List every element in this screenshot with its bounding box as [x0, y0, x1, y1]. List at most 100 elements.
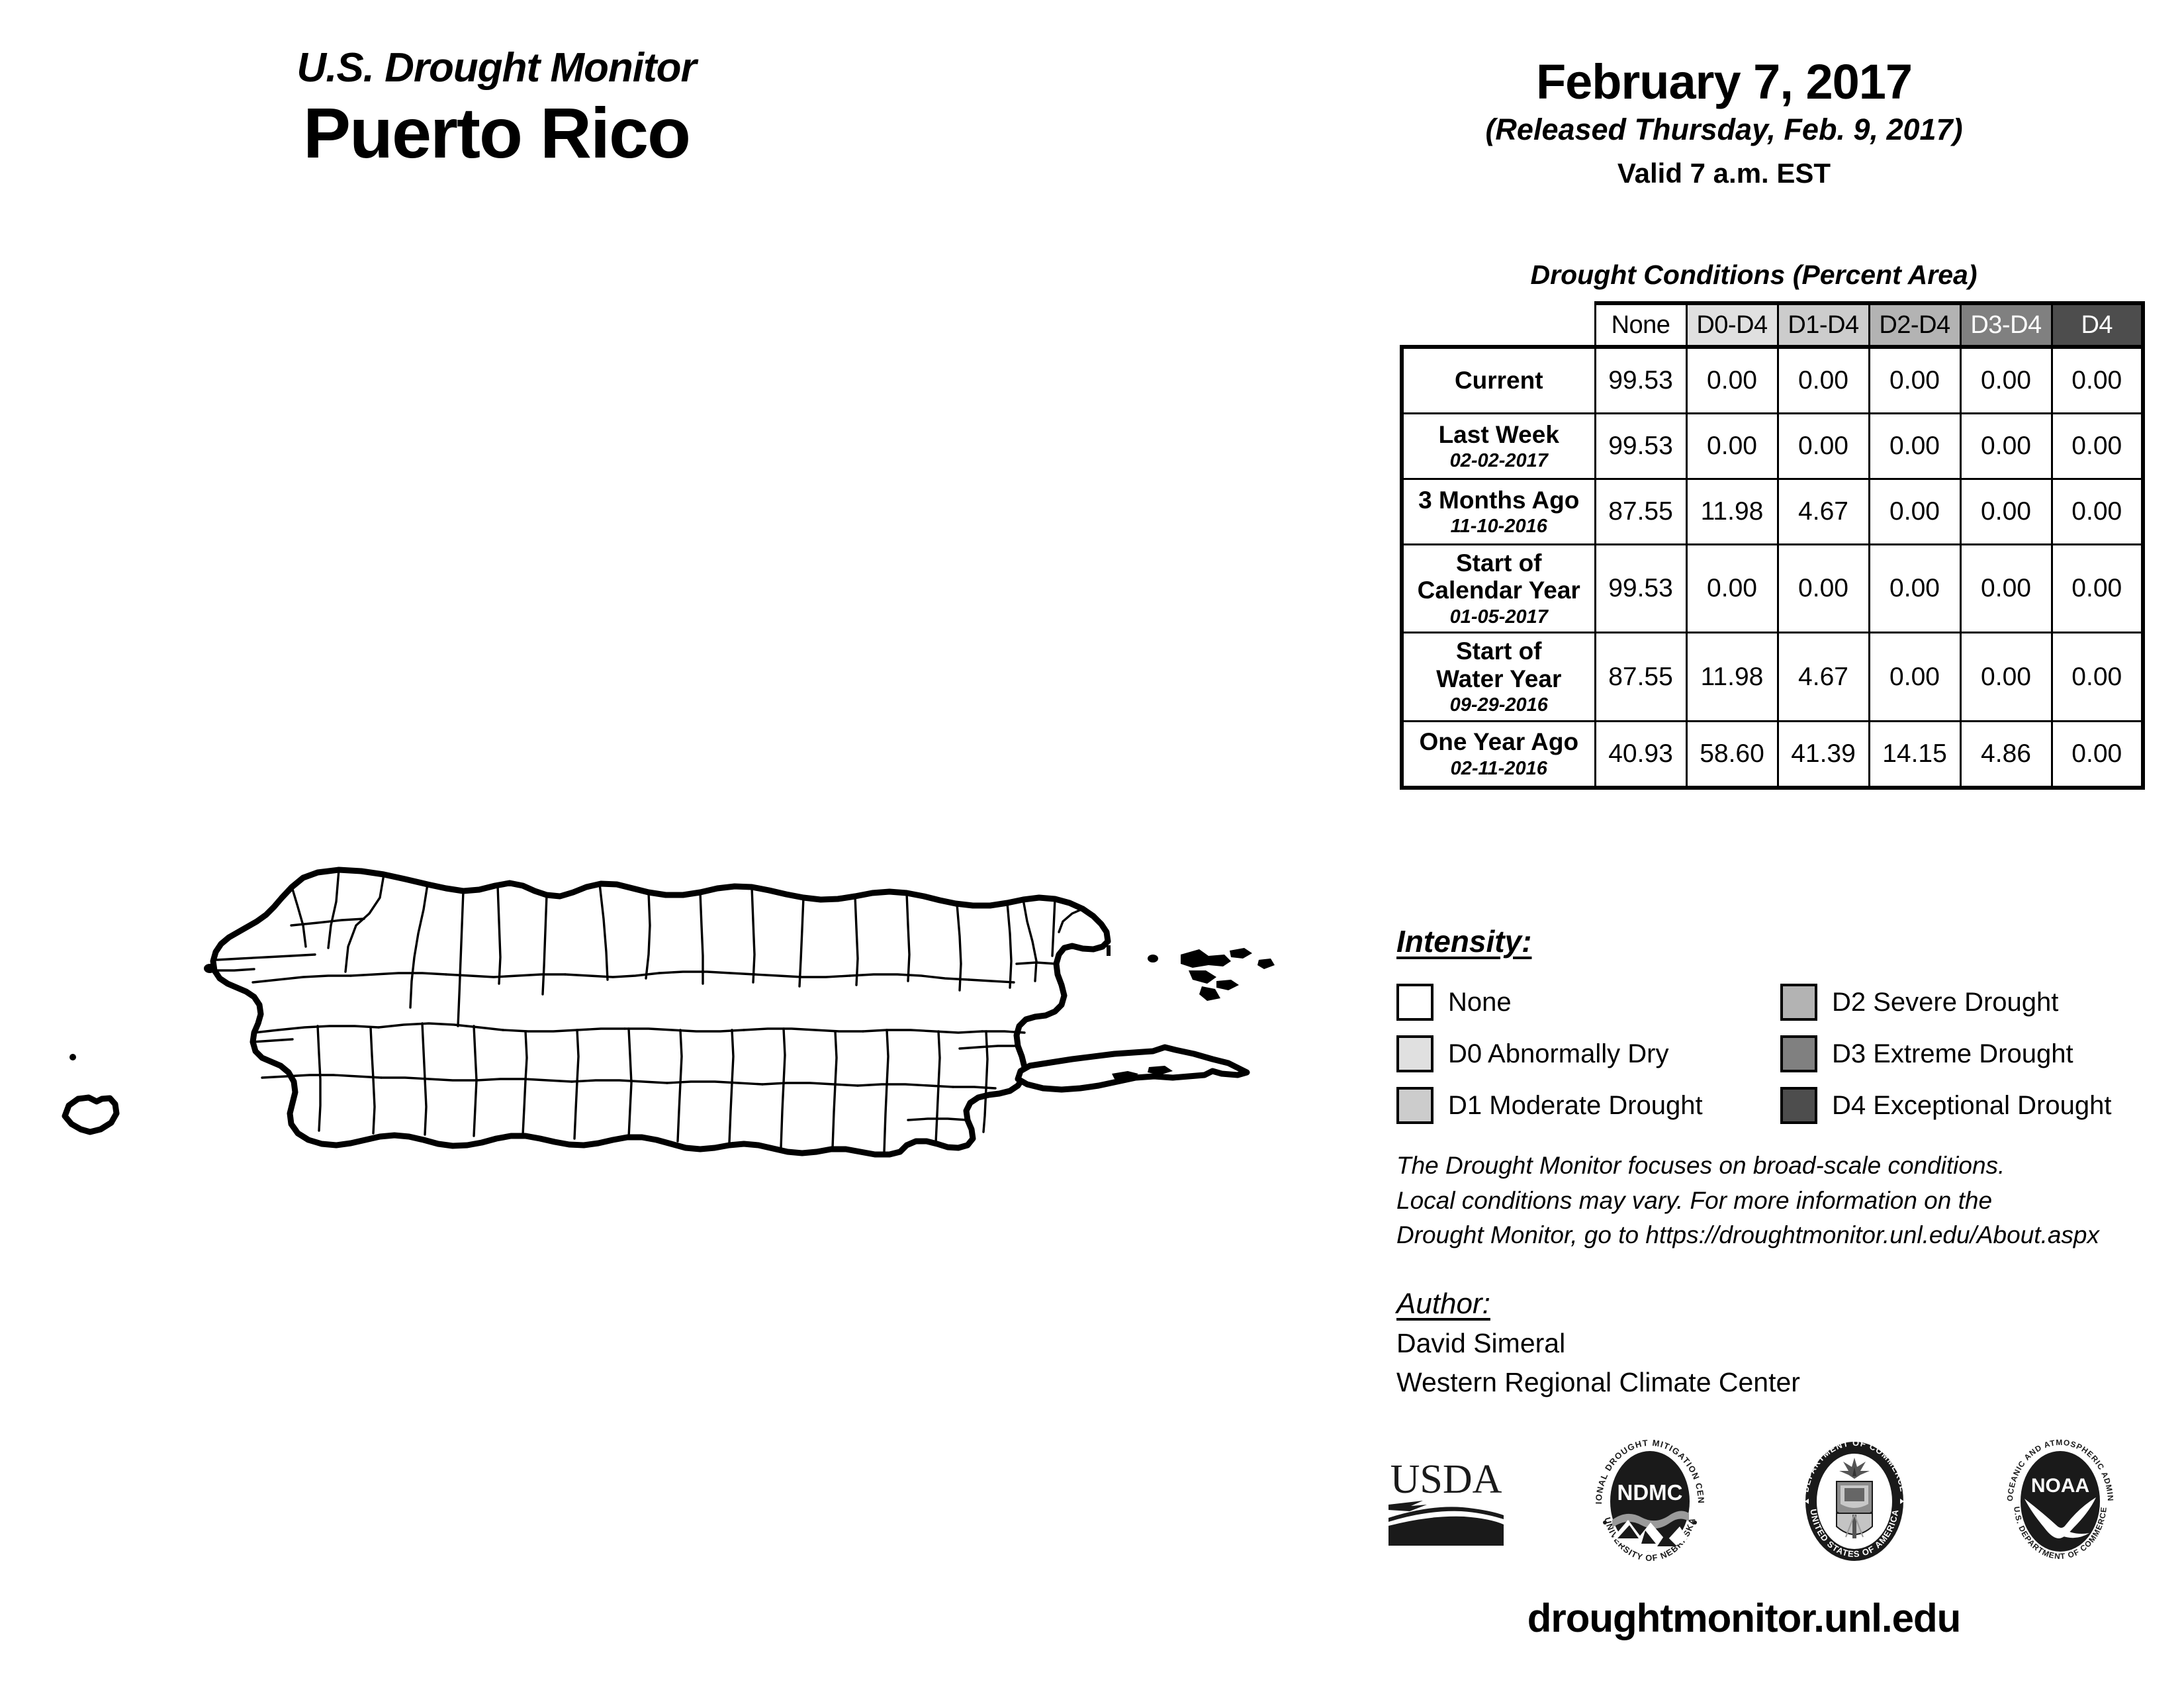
cell-0-0: 99.53: [1594, 345, 1688, 414]
author-name: David Simeral: [1396, 1328, 1566, 1358]
cell-1-4: 0.00: [1959, 412, 2053, 480]
row-label-date: 02-02-2017: [1449, 449, 1548, 471]
noaa-logo-text: NOAA: [2031, 1475, 2089, 1497]
cell-3-2: 0.00: [1776, 543, 1870, 634]
row-label-2: 3 Months Ago 11-10-2016: [1400, 478, 1596, 545]
table-row: Start of Calendar Year 01-05-2017 99.53 0.00…: [1400, 543, 2145, 634]
cell-0-3: 0.00: [1868, 345, 1962, 414]
cell-3-4: 0.00: [1959, 543, 2053, 634]
legend-col: D4 Exceptional Drought: [1780, 1087, 2164, 1124]
row-label-4: Start of Water Year 09-29-2016: [1400, 632, 1596, 722]
row-label-date: 11-10-2016: [1450, 515, 1547, 537]
row-label-3: Start of Calendar Year 01-05-2017: [1400, 543, 1596, 634]
puerto-rico-map: [40, 748, 1337, 1158]
logo-strip: USDA NATIONAL DROUGHT MITIGATION CENTER …: [1383, 1433, 2124, 1569]
table-corner-cell: [1402, 303, 1595, 347]
main-island-coastline: [210, 867, 1111, 1158]
table-row: Current 99.53 0.00 0.00 0.00 0.00 0.00: [1400, 345, 2145, 414]
island-culebra: [1107, 945, 1275, 1001]
author-heading: Author:: [1396, 1288, 1490, 1320]
cell-4-0: 87.55: [1594, 632, 1688, 722]
cell-2-5: 0.00: [2050, 478, 2145, 545]
cell-4-4: 0.00: [1959, 632, 2053, 722]
cell-5-1: 58.60: [1685, 720, 1779, 790]
island-monito: [69, 1054, 76, 1060]
legend-swatch-d4: [1780, 1087, 1817, 1124]
row-label-0: Current: [1400, 345, 1596, 414]
cell-0-4: 0.00: [1959, 345, 2053, 414]
legend-row: None D2 Severe Drought: [1396, 976, 2164, 1028]
map-date: February 7, 2017: [1535, 54, 1913, 109]
region-title: Puerto Rico: [302, 93, 691, 173]
drought-conditions-table: None D0-D4 D1-D4 D2-D4 D3-D4 D4 Current 99.53 0…: [1400, 301, 2145, 790]
legend-col: D1 Moderate Drought: [1396, 1087, 1780, 1124]
row-label-date: 01-05-2017: [1449, 606, 1548, 628]
legend-swatch-d2: [1780, 984, 1817, 1021]
legend-label: D2 Severe Drought: [1832, 987, 2059, 1017]
cell-2-2: 4.67: [1776, 478, 1870, 545]
table-header-row: None D0-D4 D1-D4 D2-D4 D3-D4 D4: [1402, 301, 2145, 348]
legend-swatch-none: [1396, 984, 1433, 1021]
row-label-text: Start of Calendar Year: [1417, 549, 1580, 604]
cell-2-3: 0.00: [1868, 478, 1962, 545]
legend-label: D1 Moderate Drought: [1448, 1090, 1703, 1120]
cell-3-5: 0.00: [2050, 543, 2145, 634]
legend-col: D0 Abnormally Dry: [1396, 1035, 1780, 1072]
island-vieques: [1015, 1044, 1250, 1093]
cell-5-2: 41.39: [1776, 720, 1870, 790]
municipality-boundaries: [213, 868, 1084, 1153]
table-row: One Year Ago 02-11-2016 40.93 58.60 41.39 14.…: [1400, 720, 2145, 790]
footer-url: droughtmonitor.unl.edu: [1527, 1596, 1962, 1640]
cell-1-1: 0.00: [1685, 412, 1779, 480]
cell-1-3: 0.00: [1868, 412, 1962, 480]
row-label-text: Current: [1454, 367, 1543, 395]
legend-label: D3 Extreme Drought: [1832, 1039, 2073, 1068]
intensity-legend: None D2 Severe Drought D0 Abnormally Dry D3…: [1396, 976, 2164, 1131]
disclaimer-line-3: Drought Monitor, go to https://droughtmo…: [1396, 1221, 2099, 1249]
legend-col: D3 Extreme Drought: [1780, 1035, 2164, 1072]
cell-0-5: 0.00: [2050, 345, 2145, 414]
table-row: Start of Water Year 09-29-2016 87.55 11.98 4.…: [1400, 632, 2145, 722]
usda-logo-text: USDA: [1390, 1457, 1502, 1502]
main-island-group: [210, 867, 1111, 1158]
table-header-d1-d4: D1-D4: [1776, 301, 1870, 348]
table-row: 3 Months Ago 11-10-2016 87.55 11.98 4.67 0.00…: [1400, 478, 2145, 545]
disclaimer-line-1: The Drought Monitor focuses on broad-sca…: [1396, 1152, 2005, 1179]
table-caption: Drought Conditions (Percent Area): [1530, 259, 1978, 290]
author-affiliation: Western Regional Climate Center: [1396, 1367, 1800, 1398]
program-title: U.S. Drought Monitor: [296, 45, 696, 91]
row-label-text: 3 Months Ago: [1418, 486, 1580, 514]
cell-2-4: 0.00: [1959, 478, 2053, 545]
cell-5-0: 40.93: [1594, 720, 1688, 790]
legend-row: D0 Abnormally Dry D3 Extreme Drought: [1396, 1028, 2164, 1080]
island-mona: [62, 1094, 120, 1135]
table-header-d2-d4: D2-D4: [1868, 301, 1962, 348]
legend-label: D0 Abnormally Dry: [1448, 1039, 1669, 1068]
cell-0-1: 0.00: [1685, 345, 1779, 414]
row-label-text: One Year Ago: [1419, 728, 1579, 756]
cell-2-1: 11.98: [1685, 478, 1779, 545]
cell-4-3: 0.00: [1868, 632, 1962, 722]
ndmc-logo-text: NDMC: [1617, 1480, 1683, 1505]
row-label-date: 09-29-2016: [1449, 694, 1548, 716]
table-header-d4: D4: [2050, 301, 2145, 348]
cell-5-4: 4.86: [1959, 720, 2053, 790]
cell-4-1: 11.98: [1685, 632, 1779, 722]
table-header-none: None: [1594, 301, 1688, 348]
doc-seal-logo: DEPARTMENT OF COMMERCE UNITED STATES OF …: [1792, 1438, 1917, 1565]
disclaimer-line-2: Local conditions may vary. For more info…: [1396, 1186, 1993, 1214]
author-block: David Simeral Western Regional Climate C…: [1396, 1324, 1800, 1403]
usda-logo: USDA: [1383, 1452, 1509, 1551]
legend-col: None: [1396, 984, 1780, 1021]
cell-5-5: 0.00: [2050, 720, 2145, 790]
ndmc-logo: NATIONAL DROUGHT MITIGATION CENTER UNIVE…: [1587, 1438, 1713, 1565]
legend-row: D1 Moderate Drought D4 Exceptional Drough…: [1396, 1080, 2164, 1131]
release-date: (Released Thursday, Feb. 9, 2017): [1485, 113, 1963, 147]
row-label-text: Last Week: [1438, 420, 1559, 448]
legend-swatch-d3: [1780, 1035, 1817, 1072]
legend-swatch-d0: [1396, 1035, 1433, 1072]
legend-label: D4 Exceptional Drought: [1832, 1090, 2112, 1120]
row-label-date: 02-11-2016: [1450, 757, 1547, 779]
cell-3-3: 0.00: [1868, 543, 1962, 634]
